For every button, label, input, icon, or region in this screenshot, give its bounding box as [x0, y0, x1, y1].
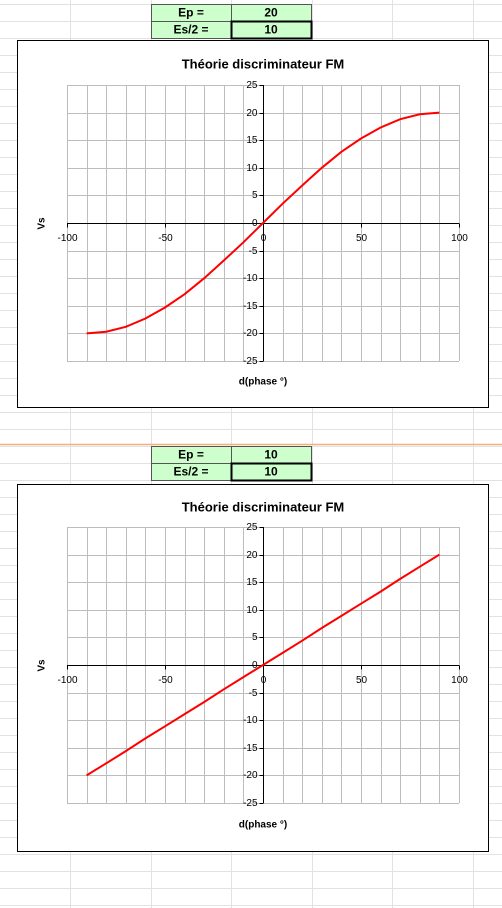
y-tick-label: -20: [243, 328, 258, 339]
y-tick-label: 15: [246, 577, 258, 588]
y-tick-label: 25: [246, 522, 258, 533]
y-tick-label: -5: [249, 688, 258, 699]
y-tick-label: -10: [243, 273, 258, 284]
x-tick-label: 100: [451, 675, 468, 686]
chart-title: Théorie discriminateur FM: [182, 499, 345, 514]
y-tick-label: 5: [252, 190, 258, 201]
y-tick-label: -20: [243, 770, 258, 781]
cell-label: Ep =: [178, 6, 204, 20]
cell-label: Ep =: [178, 448, 204, 462]
x-tick-label: 50: [356, 233, 368, 244]
x-axis-label: d(phase °): [239, 820, 287, 831]
chart-title: Théorie discriminateur FM: [182, 56, 345, 71]
cell-value: 10: [264, 465, 278, 479]
x-tick-label: 0: [261, 233, 267, 244]
y-tick-label: 10: [246, 163, 258, 174]
x-tick-label: -50: [158, 233, 173, 244]
cell-value: 20: [264, 6, 278, 20]
y-tick-label: -25: [243, 798, 258, 809]
y-tick-label: 15: [246, 135, 258, 146]
y-tick-label: 20: [246, 550, 258, 561]
x-tick-label: -100: [57, 675, 77, 686]
value-cell: [230, 462, 313, 482]
y-tick-label: -5: [249, 246, 258, 257]
y-tick-label: 0: [252, 660, 258, 671]
cell-value: 10: [264, 448, 278, 462]
x-tick-label: 50: [356, 675, 368, 686]
cell-label: Es/2 =: [173, 23, 208, 37]
data-line: [86, 553, 440, 777]
y-axis-label: Vs: [37, 217, 48, 230]
x-tick-label: -100: [57, 233, 77, 244]
data-line: [86, 111, 440, 335]
y-tick-label: 5: [252, 632, 258, 643]
y-tick-label: 0: [252, 218, 258, 229]
y-tick-label: -25: [243, 356, 258, 367]
value-cell: [230, 20, 313, 40]
chart-area: [17, 484, 489, 852]
y-tick-label: 10: [246, 605, 258, 616]
x-tick-label: -50: [158, 675, 173, 686]
y-tick-label: 25: [246, 80, 258, 91]
y-tick-label: 20: [246, 108, 258, 119]
cell-label: Es/2 =: [173, 465, 208, 479]
x-tick-label: 100: [451, 233, 468, 244]
y-tick-label: -10: [243, 715, 258, 726]
x-axis-label: d(phase °): [239, 377, 287, 388]
cell-value: 10: [264, 23, 278, 37]
y-axis-label: Vs: [37, 659, 48, 672]
x-tick-label: 0: [261, 675, 267, 686]
y-tick-label: -15: [243, 301, 258, 312]
y-tick-label: -15: [243, 743, 258, 754]
